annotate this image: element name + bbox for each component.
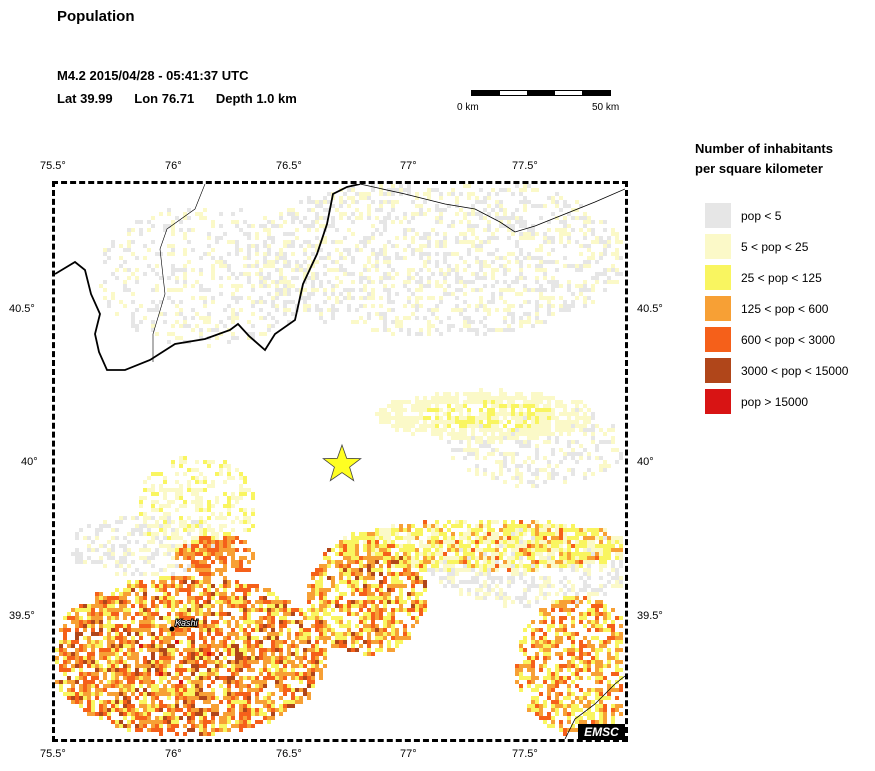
province-line [152,184,206,362]
lat-tick-right: 40.5° [637,303,663,315]
scale-bar [471,90,611,96]
lon-tick-bottom: 76° [165,748,182,760]
legend-label: 25 < pop < 125 [741,270,822,285]
legend-swatch [705,389,731,414]
legend-item: 5 < pop < 25 [705,234,848,259]
epicenter-star-icon [322,443,362,482]
legend-label: 125 < pop < 600 [741,301,829,316]
lon-tick-bottom: 77° [400,748,417,760]
lon-tick-top: 77.5° [512,160,538,172]
legend-item: pop < 5 [705,203,848,228]
legend-item: 25 < pop < 125 [705,265,848,290]
page-title: Population [57,8,135,25]
lon-tick-top: 75.5° [40,160,66,172]
border-line [55,184,361,371]
border-line-thin [359,184,625,233]
legend-swatch [705,327,731,352]
event-longitude: Lon 76.71 [134,91,195,106]
lat-tick-left: 40° [21,456,38,468]
lon-tick-bottom: 76.5° [276,748,302,760]
legend-label: 600 < pop < 3000 [741,332,836,347]
emsc-credit: EMSC [578,724,625,740]
population-map[interactable]: Kashi [55,184,625,739]
legend-item: 3000 < pop < 15000 [705,358,848,383]
lat-tick-left: 40.5° [9,303,35,315]
scale-label-end: 50 km [592,102,620,113]
lat-tick-right: 40° [637,456,654,468]
legend-item: pop > 15000 [705,389,848,414]
legend-item: 600 < pop < 3000 [705,327,848,352]
legend-swatch [705,265,731,290]
province-line [564,675,625,739]
legend-label: pop > 15000 [741,394,809,409]
legend-swatch [705,296,731,321]
scale-label-start: 0 km [457,102,479,113]
legend-label: 3000 < pop < 15000 [741,363,849,378]
lat-tick-left: 39.5° [9,610,35,622]
kashi-city-marker [169,626,175,632]
legend-swatch [705,358,731,383]
legend-item: 125 < pop < 600 [705,296,848,321]
lon-tick-top: 77° [400,160,417,172]
kashi-city-label: Kashi [175,618,199,628]
legend-swatch [705,234,731,259]
legend-label: 5 < pop < 25 [741,239,809,254]
lon-tick-top: 76° [165,160,182,172]
lon-tick-bottom: 77.5° [512,748,538,760]
legend-label: pop < 5 [741,208,782,223]
event-magnitude-time: M4.2 2015/04/28 - 05:41:37 UTC [57,68,249,83]
event-depth: Depth 1.0 km [215,91,297,106]
legend: pop < 5 5 < pop < 25 25 < pop < 125 125 … [705,203,848,420]
lon-tick-top: 76.5° [276,160,302,172]
lat-tick-right: 39.5° [637,610,663,622]
legend-title: Number of inhabitants per square kilomet… [695,141,833,176]
event-location: Lat 39.99 Lon 76.71 Depth 1.0 km [57,91,315,106]
event-latitude: Lat 39.99 [57,91,113,106]
legend-swatch [705,203,731,228]
lon-tick-bottom: 75.5° [40,748,66,760]
